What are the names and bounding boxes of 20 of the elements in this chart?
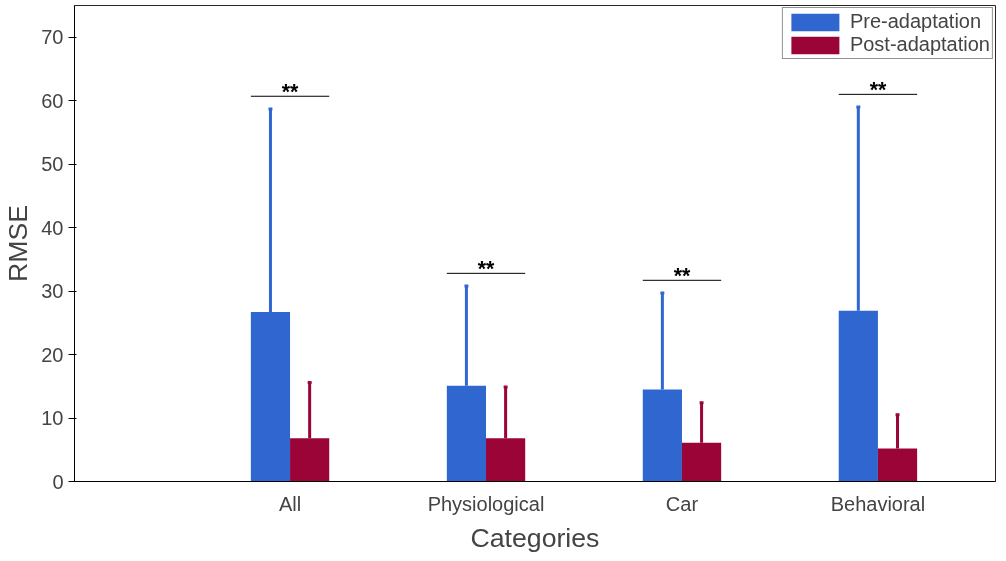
legend-label: Post-adaptation <box>849 33 990 56</box>
y-tick-label: 40 <box>41 216 64 239</box>
x-tick-label: Behavioral <box>830 492 926 515</box>
annotation: ** <box>869 77 887 102</box>
y-tick-label: 70 <box>41 26 64 49</box>
x-tick-label: Physiological <box>427 492 545 515</box>
annotation: ** <box>673 263 691 288</box>
y-tick-label: 50 <box>41 153 64 176</box>
y-tick-label: 30 <box>41 280 64 303</box>
y-tick-label: 10 <box>41 407 64 430</box>
y-tick-label: 0 <box>52 470 64 493</box>
y-tick-label: 60 <box>41 89 64 112</box>
x-tick-label: Car <box>665 492 699 515</box>
y-axis-title: RMSE <box>3 204 34 283</box>
x-tick-label: All <box>278 492 302 515</box>
annotation: ** <box>477 256 496 281</box>
annotation: ** <box>281 79 300 104</box>
legend-label: Pre-adaptation <box>849 10 982 33</box>
y-tick-label: 20 <box>41 343 64 366</box>
x-axis-title: Categories <box>470 522 600 553</box>
